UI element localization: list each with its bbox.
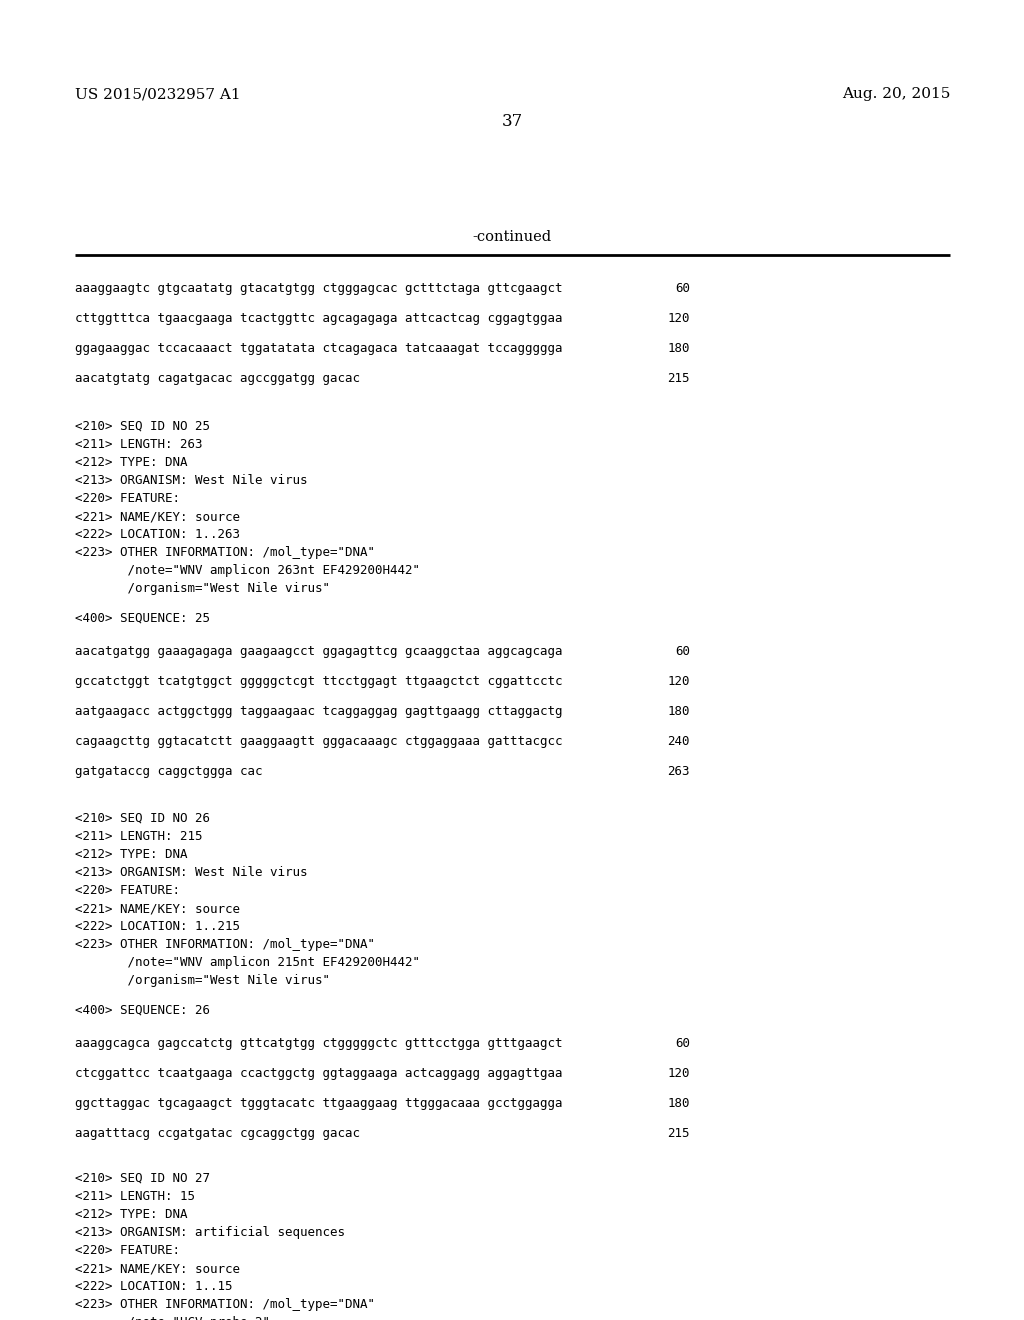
Text: /note="HCV probe 2": /note="HCV probe 2": [75, 1316, 270, 1320]
Text: aaaggcagca gagccatctg gttcatgtgg ctgggggctc gtttcctgga gtttgaagct: aaaggcagca gagccatctg gttcatgtgg ctggggg…: [75, 1038, 562, 1049]
Text: cttggtttca tgaacgaaga tcactggttc agcagagaga attcactcag cggagtggaa: cttggtttca tgaacgaaga tcactggttc agcagag…: [75, 312, 562, 325]
Text: aacatgtatg cagatgacac agccggatgg gacac: aacatgtatg cagatgacac agccggatgg gacac: [75, 372, 360, 385]
Text: 120: 120: [668, 675, 690, 688]
Text: ggagaaggac tccacaaact tggatatata ctcagagaca tatcaaagat tccaggggga: ggagaaggac tccacaaact tggatatata ctcagag…: [75, 342, 562, 355]
Text: <222> LOCATION: 1..15: <222> LOCATION: 1..15: [75, 1280, 232, 1294]
Text: aagatttacg ccgatgatac cgcaggctgg gacac: aagatttacg ccgatgatac cgcaggctgg gacac: [75, 1127, 360, 1140]
Text: <213> ORGANISM: West Nile virus: <213> ORGANISM: West Nile virus: [75, 474, 307, 487]
Text: 180: 180: [668, 342, 690, 355]
Text: 120: 120: [668, 1067, 690, 1080]
Text: aaaggaagtc gtgcaatatg gtacatgtgg ctgggagcac gctttctaga gttcgaagct: aaaggaagtc gtgcaatatg gtacatgtgg ctgggag…: [75, 282, 562, 294]
Text: /organism="West Nile virus": /organism="West Nile virus": [75, 974, 330, 987]
Text: <212> TYPE: DNA: <212> TYPE: DNA: [75, 1208, 187, 1221]
Text: ctcggattcc tcaatgaaga ccactggctg ggtaggaaga actcaggagg aggagttgaa: ctcggattcc tcaatgaaga ccactggctg ggtagga…: [75, 1067, 562, 1080]
Text: /note="WNV amplicon 215nt EF429200H442": /note="WNV amplicon 215nt EF429200H442": [75, 956, 420, 969]
Text: gatgataccg caggctggga cac: gatgataccg caggctggga cac: [75, 766, 262, 777]
Text: US 2015/0232957 A1: US 2015/0232957 A1: [75, 87, 241, 102]
Text: gccatctggt tcatgtggct gggggctcgt ttcctggagt ttgaagctct cggattcctc: gccatctggt tcatgtggct gggggctcgt ttcctgg…: [75, 675, 562, 688]
Text: <210> SEQ ID NO 27: <210> SEQ ID NO 27: [75, 1172, 210, 1185]
Text: <212> TYPE: DNA: <212> TYPE: DNA: [75, 847, 187, 861]
Text: /organism="West Nile virus": /organism="West Nile virus": [75, 582, 330, 595]
Text: <400> SEQUENCE: 25: <400> SEQUENCE: 25: [75, 612, 210, 624]
Text: <220> FEATURE:: <220> FEATURE:: [75, 1243, 180, 1257]
Text: <220> FEATURE:: <220> FEATURE:: [75, 884, 180, 898]
Text: ggcttaggac tgcagaagct tgggtacatc ttgaaggaag ttgggacaaa gcctggagga: ggcttaggac tgcagaagct tgggtacatc ttgaagg…: [75, 1097, 562, 1110]
Text: 215: 215: [668, 372, 690, 385]
Text: <210> SEQ ID NO 25: <210> SEQ ID NO 25: [75, 420, 210, 433]
Text: <210> SEQ ID NO 26: <210> SEQ ID NO 26: [75, 812, 210, 825]
Text: <221> NAME/KEY: source: <221> NAME/KEY: source: [75, 902, 240, 915]
Text: 180: 180: [668, 1097, 690, 1110]
Text: <212> TYPE: DNA: <212> TYPE: DNA: [75, 455, 187, 469]
Text: <211> LENGTH: 215: <211> LENGTH: 215: [75, 830, 203, 843]
Text: 60: 60: [675, 1038, 690, 1049]
Text: cagaagcttg ggtacatctt gaaggaagtt gggacaaagc ctggaggaaa gatttacgcc: cagaagcttg ggtacatctt gaaggaagtt gggacaa…: [75, 735, 562, 748]
Text: 180: 180: [668, 705, 690, 718]
Text: 120: 120: [668, 312, 690, 325]
Text: <223> OTHER INFORMATION: /mol_type="DNA": <223> OTHER INFORMATION: /mol_type="DNA": [75, 939, 375, 950]
Text: 240: 240: [668, 735, 690, 748]
Text: 60: 60: [675, 645, 690, 657]
Text: <223> OTHER INFORMATION: /mol_type="DNA": <223> OTHER INFORMATION: /mol_type="DNA": [75, 1298, 375, 1311]
Text: <213> ORGANISM: artificial sequences: <213> ORGANISM: artificial sequences: [75, 1226, 345, 1239]
Text: <220> FEATURE:: <220> FEATURE:: [75, 492, 180, 506]
Text: <221> NAME/KEY: source: <221> NAME/KEY: source: [75, 510, 240, 523]
Text: <211> LENGTH: 15: <211> LENGTH: 15: [75, 1191, 195, 1203]
Text: <213> ORGANISM: West Nile virus: <213> ORGANISM: West Nile virus: [75, 866, 307, 879]
Text: <221> NAME/KEY: source: <221> NAME/KEY: source: [75, 1262, 240, 1275]
Text: -continued: -continued: [472, 230, 552, 244]
Text: 215: 215: [668, 1127, 690, 1140]
Text: 263: 263: [668, 766, 690, 777]
Text: /note="WNV amplicon 263nt EF429200H442": /note="WNV amplicon 263nt EF429200H442": [75, 564, 420, 577]
Text: <211> LENGTH: 263: <211> LENGTH: 263: [75, 438, 203, 451]
Text: <222> LOCATION: 1..215: <222> LOCATION: 1..215: [75, 920, 240, 933]
Text: <223> OTHER INFORMATION: /mol_type="DNA": <223> OTHER INFORMATION: /mol_type="DNA": [75, 546, 375, 558]
Text: Aug. 20, 2015: Aug. 20, 2015: [842, 87, 950, 102]
Text: 37: 37: [502, 114, 522, 129]
Text: <400> SEQUENCE: 26: <400> SEQUENCE: 26: [75, 1005, 210, 1016]
Text: <222> LOCATION: 1..263: <222> LOCATION: 1..263: [75, 528, 240, 541]
Text: aatgaagacc actggctggg taggaagaac tcaggaggag gagttgaagg cttaggactg: aatgaagacc actggctggg taggaagaac tcaggag…: [75, 705, 562, 718]
Text: aacatgatgg gaaagagaga gaagaagcct ggagagttcg gcaaggctaa aggcagcaga: aacatgatgg gaaagagaga gaagaagcct ggagagt…: [75, 645, 562, 657]
Text: 60: 60: [675, 282, 690, 294]
